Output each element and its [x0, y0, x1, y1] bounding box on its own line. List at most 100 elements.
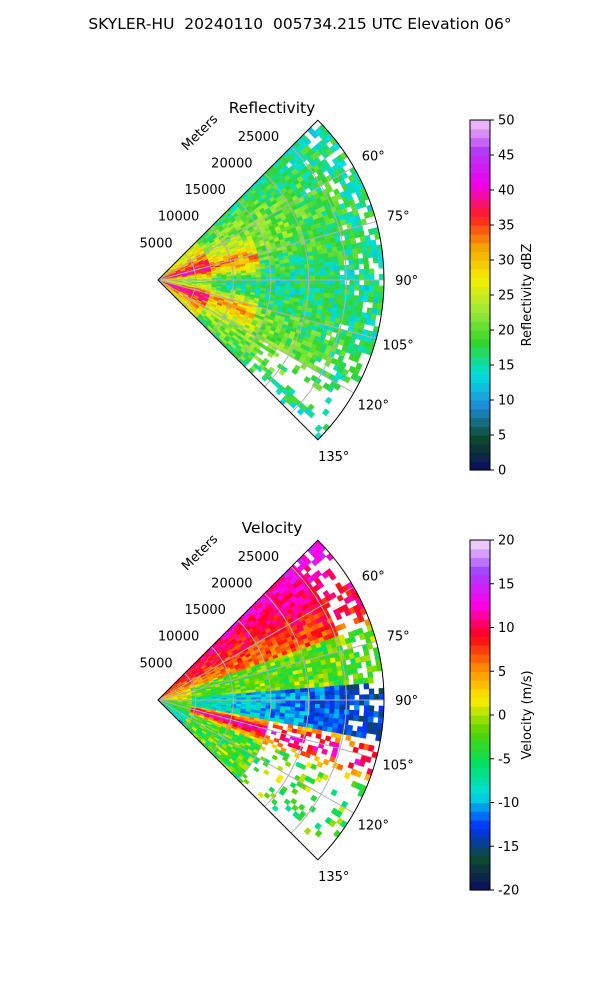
velocity-cell	[285, 696, 291, 701]
velocity-cell	[368, 710, 375, 718]
velocity-cell	[305, 695, 311, 701]
reflectivity-cell	[329, 284, 336, 290]
velocity-cell	[353, 715, 360, 722]
velocity-cell	[290, 699, 296, 704]
reflectivity-cell	[329, 288, 335, 295]
reflectivity-cell	[338, 260, 345, 266]
reflectivity-title: Reflectivity	[229, 99, 316, 117]
reflectivity-cell	[246, 274, 252, 278]
velocity-cell	[363, 683, 370, 690]
velocity-colorbar-segment	[470, 557, 490, 567]
reflectivity-cell	[319, 288, 326, 294]
reflectivity-cell	[343, 289, 350, 296]
reflectivity-cell	[348, 259, 355, 266]
velocity-cell	[328, 713, 335, 719]
velocity-colorbar-segment	[470, 548, 490, 559]
velocity-colorbar-segment	[470, 601, 490, 611]
velocity-cell	[314, 822, 322, 831]
reflectivity-colorbar-segment	[470, 146, 490, 156]
velocity-colorbar-segment	[470, 653, 490, 664]
reflectivity-cell	[315, 279, 321, 285]
velocity-cell	[339, 704, 345, 711]
reflectivity-cell	[309, 287, 316, 293]
reflectivity-colorbar-tick-label: 40	[498, 184, 515, 199]
reflectivity-cell	[378, 285, 385, 293]
reflectivity-cell	[294, 261, 300, 266]
velocity-cell	[280, 689, 286, 694]
reflectivity-colorbar-segment	[470, 120, 490, 130]
velocity-cell	[291, 804, 299, 812]
velocity-cell	[333, 680, 340, 687]
velocity-colorbar-segment	[470, 837, 490, 847]
reflectivity-colorbar-segment	[470, 461, 490, 471]
velocity-cell	[348, 709, 355, 716]
reflectivity-cell	[329, 270, 336, 276]
reflectivity-cell	[318, 257, 325, 264]
reflectivity-cell	[348, 289, 355, 296]
velocity-cell	[344, 694, 350, 701]
reflectivity-cell	[351, 248, 358, 255]
velocity-azimuth-tick-label: 75°	[387, 630, 410, 645]
velocity-cell	[255, 694, 262, 698]
reflectivity-colorbar-segment	[470, 365, 490, 375]
velocity-cell	[315, 695, 321, 701]
velocity-colorbar-segment	[470, 758, 490, 769]
velocity-colorbar-segment	[470, 828, 490, 839]
reflectivity-cell	[289, 286, 296, 292]
velocity-cell	[324, 708, 330, 714]
velocity-cell	[362, 721, 369, 728]
reflectivity-cell	[333, 293, 340, 300]
velocity-cell	[367, 721, 374, 729]
reflectivity-cell	[343, 264, 350, 271]
velocity-cell	[309, 687, 316, 693]
reflectivity-cell	[299, 264, 306, 270]
reflectivity-colorbar-segment	[470, 233, 490, 244]
velocity-cell	[337, 670, 344, 677]
velocity-cell	[265, 693, 272, 698]
reflectivity-colorbar-segment	[470, 391, 490, 401]
reflectivity-cell	[339, 279, 345, 286]
reflectivity-cell	[317, 253, 324, 260]
velocity-cell	[357, 672, 364, 680]
reflectivity-cell	[323, 257, 330, 263]
reflectivity-azimuth-tick-label: 120°	[358, 398, 389, 413]
reflectivity-cell	[304, 291, 311, 297]
velocity-cell	[334, 694, 341, 701]
velocity-cell	[327, 672, 334, 678]
reflectivity-colorbar-segment	[470, 181, 490, 191]
velocity-radial-axis-label: Meters	[179, 532, 221, 574]
velocity-cell	[324, 704, 331, 710]
reflectivity-cell	[362, 295, 369, 303]
reflectivity-colorbar-segment	[470, 452, 490, 462]
velocity-cell	[314, 687, 321, 693]
reflectivity-cell	[324, 396, 333, 405]
velocity-cell	[318, 716, 325, 723]
reflectivity-cell	[275, 285, 281, 290]
reflectivity-colorbar-segment	[470, 356, 490, 366]
reflectivity-cell	[354, 284, 360, 291]
velocity-cell	[308, 679, 315, 685]
velocity-cell	[250, 694, 257, 698]
velocity-cell	[241, 692, 247, 696]
reflectivity-cell	[372, 250, 379, 258]
velocity-cell	[337, 675, 344, 682]
reflectivity-colorbar-segment	[470, 260, 490, 270]
velocity-cell	[332, 671, 339, 678]
reflectivity-cell	[314, 431, 323, 441]
velocity-cell	[280, 706, 286, 711]
reflectivity-cell	[308, 259, 315, 265]
velocity-cell	[333, 718, 340, 724]
velocity-cell	[283, 737, 291, 743]
reflectivity-cell	[353, 295, 360, 302]
velocity-cell	[310, 699, 316, 705]
reflectivity-cell	[314, 424, 323, 433]
reflectivity-colorbar-segment	[470, 417, 490, 427]
velocity-radial-tick-label: 5000	[140, 656, 173, 671]
reflectivity-cell	[321, 408, 330, 417]
reflectivity-cell	[372, 296, 379, 304]
velocity-cell	[329, 685, 335, 692]
reflectivity-cell	[285, 276, 291, 281]
reflectivity-azimuth-tick-label: 105°	[382, 338, 413, 353]
reflectivity-colorbar-segment	[470, 286, 490, 296]
reflectivity-cell	[346, 304, 354, 311]
